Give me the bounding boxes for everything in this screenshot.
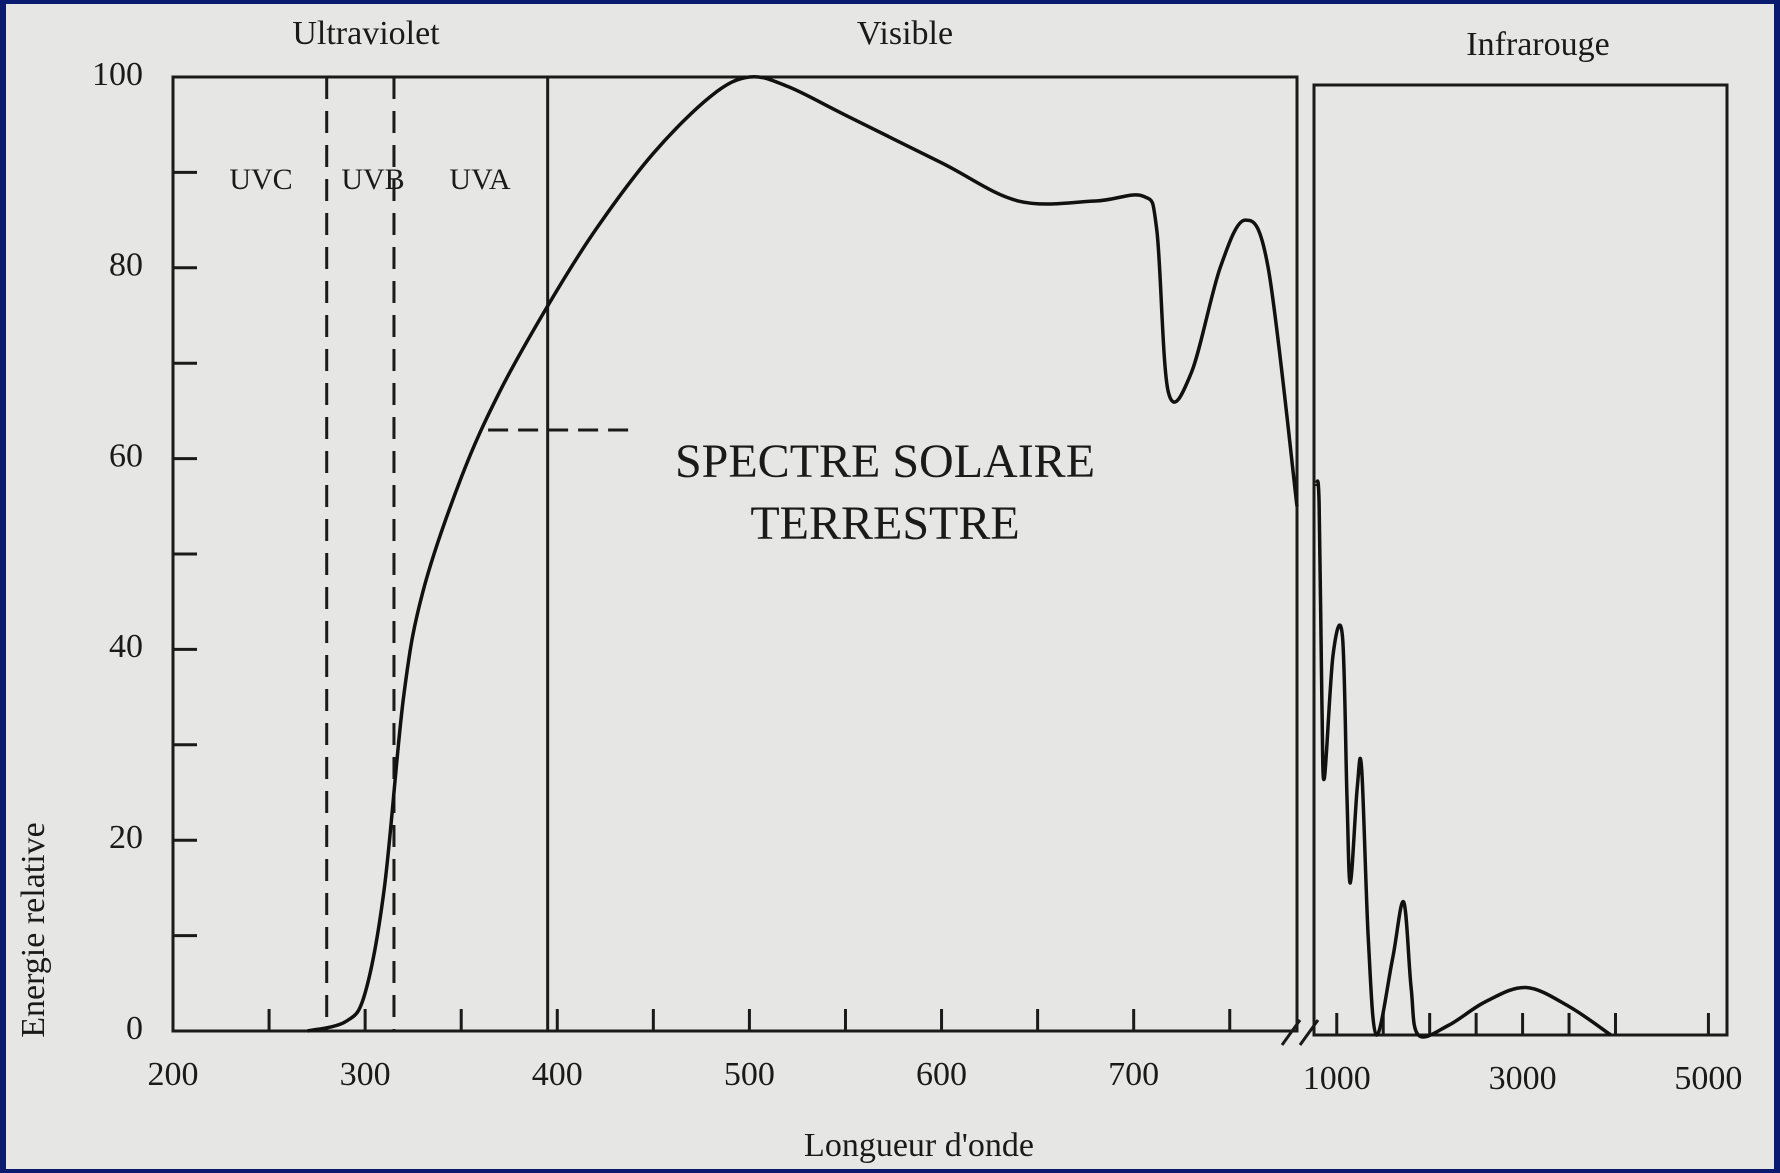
x-tick-label: 400 [532,1056,583,1093]
x-tick-label: 500 [724,1056,775,1093]
y-tick-label: 20 [109,819,143,856]
y-tick-label: 40 [109,628,143,665]
band-label: Ultraviolet [292,15,440,52]
region-label: UVA [449,163,510,196]
x-axis-label: Longueur d'onde [804,1127,1034,1164]
annotation: SPECTRE SOLAIRE [675,435,1095,488]
y-axis-label: Energie relative [15,822,52,1038]
x-tick-label: 600 [916,1056,967,1093]
band-label: Infrarouge [1466,26,1609,63]
y-tick-label: 80 [109,247,143,284]
annotation: TERRESTRE [750,497,1019,550]
x-tick-label: 3000 [1489,1060,1557,1097]
background [6,4,1774,1169]
region-label: UVC [229,163,292,196]
x-tick-label: 200 [148,1056,199,1093]
x-tick-label: 1000 [1303,1060,1371,1097]
x-tick-label: 700 [1108,1056,1159,1093]
band-label: Visible [857,15,953,52]
y-tick-label: 0 [126,1010,143,1047]
x-tick-label: 300 [340,1056,391,1093]
y-tick-label: 60 [109,437,143,474]
x-tick-label: 5000 [1674,1060,1742,1097]
spectrum-line [307,74,1299,1033]
plot-frame [1312,83,1729,1037]
spectrum-line [1314,479,1612,1039]
y-tick-label: 100 [92,56,143,93]
